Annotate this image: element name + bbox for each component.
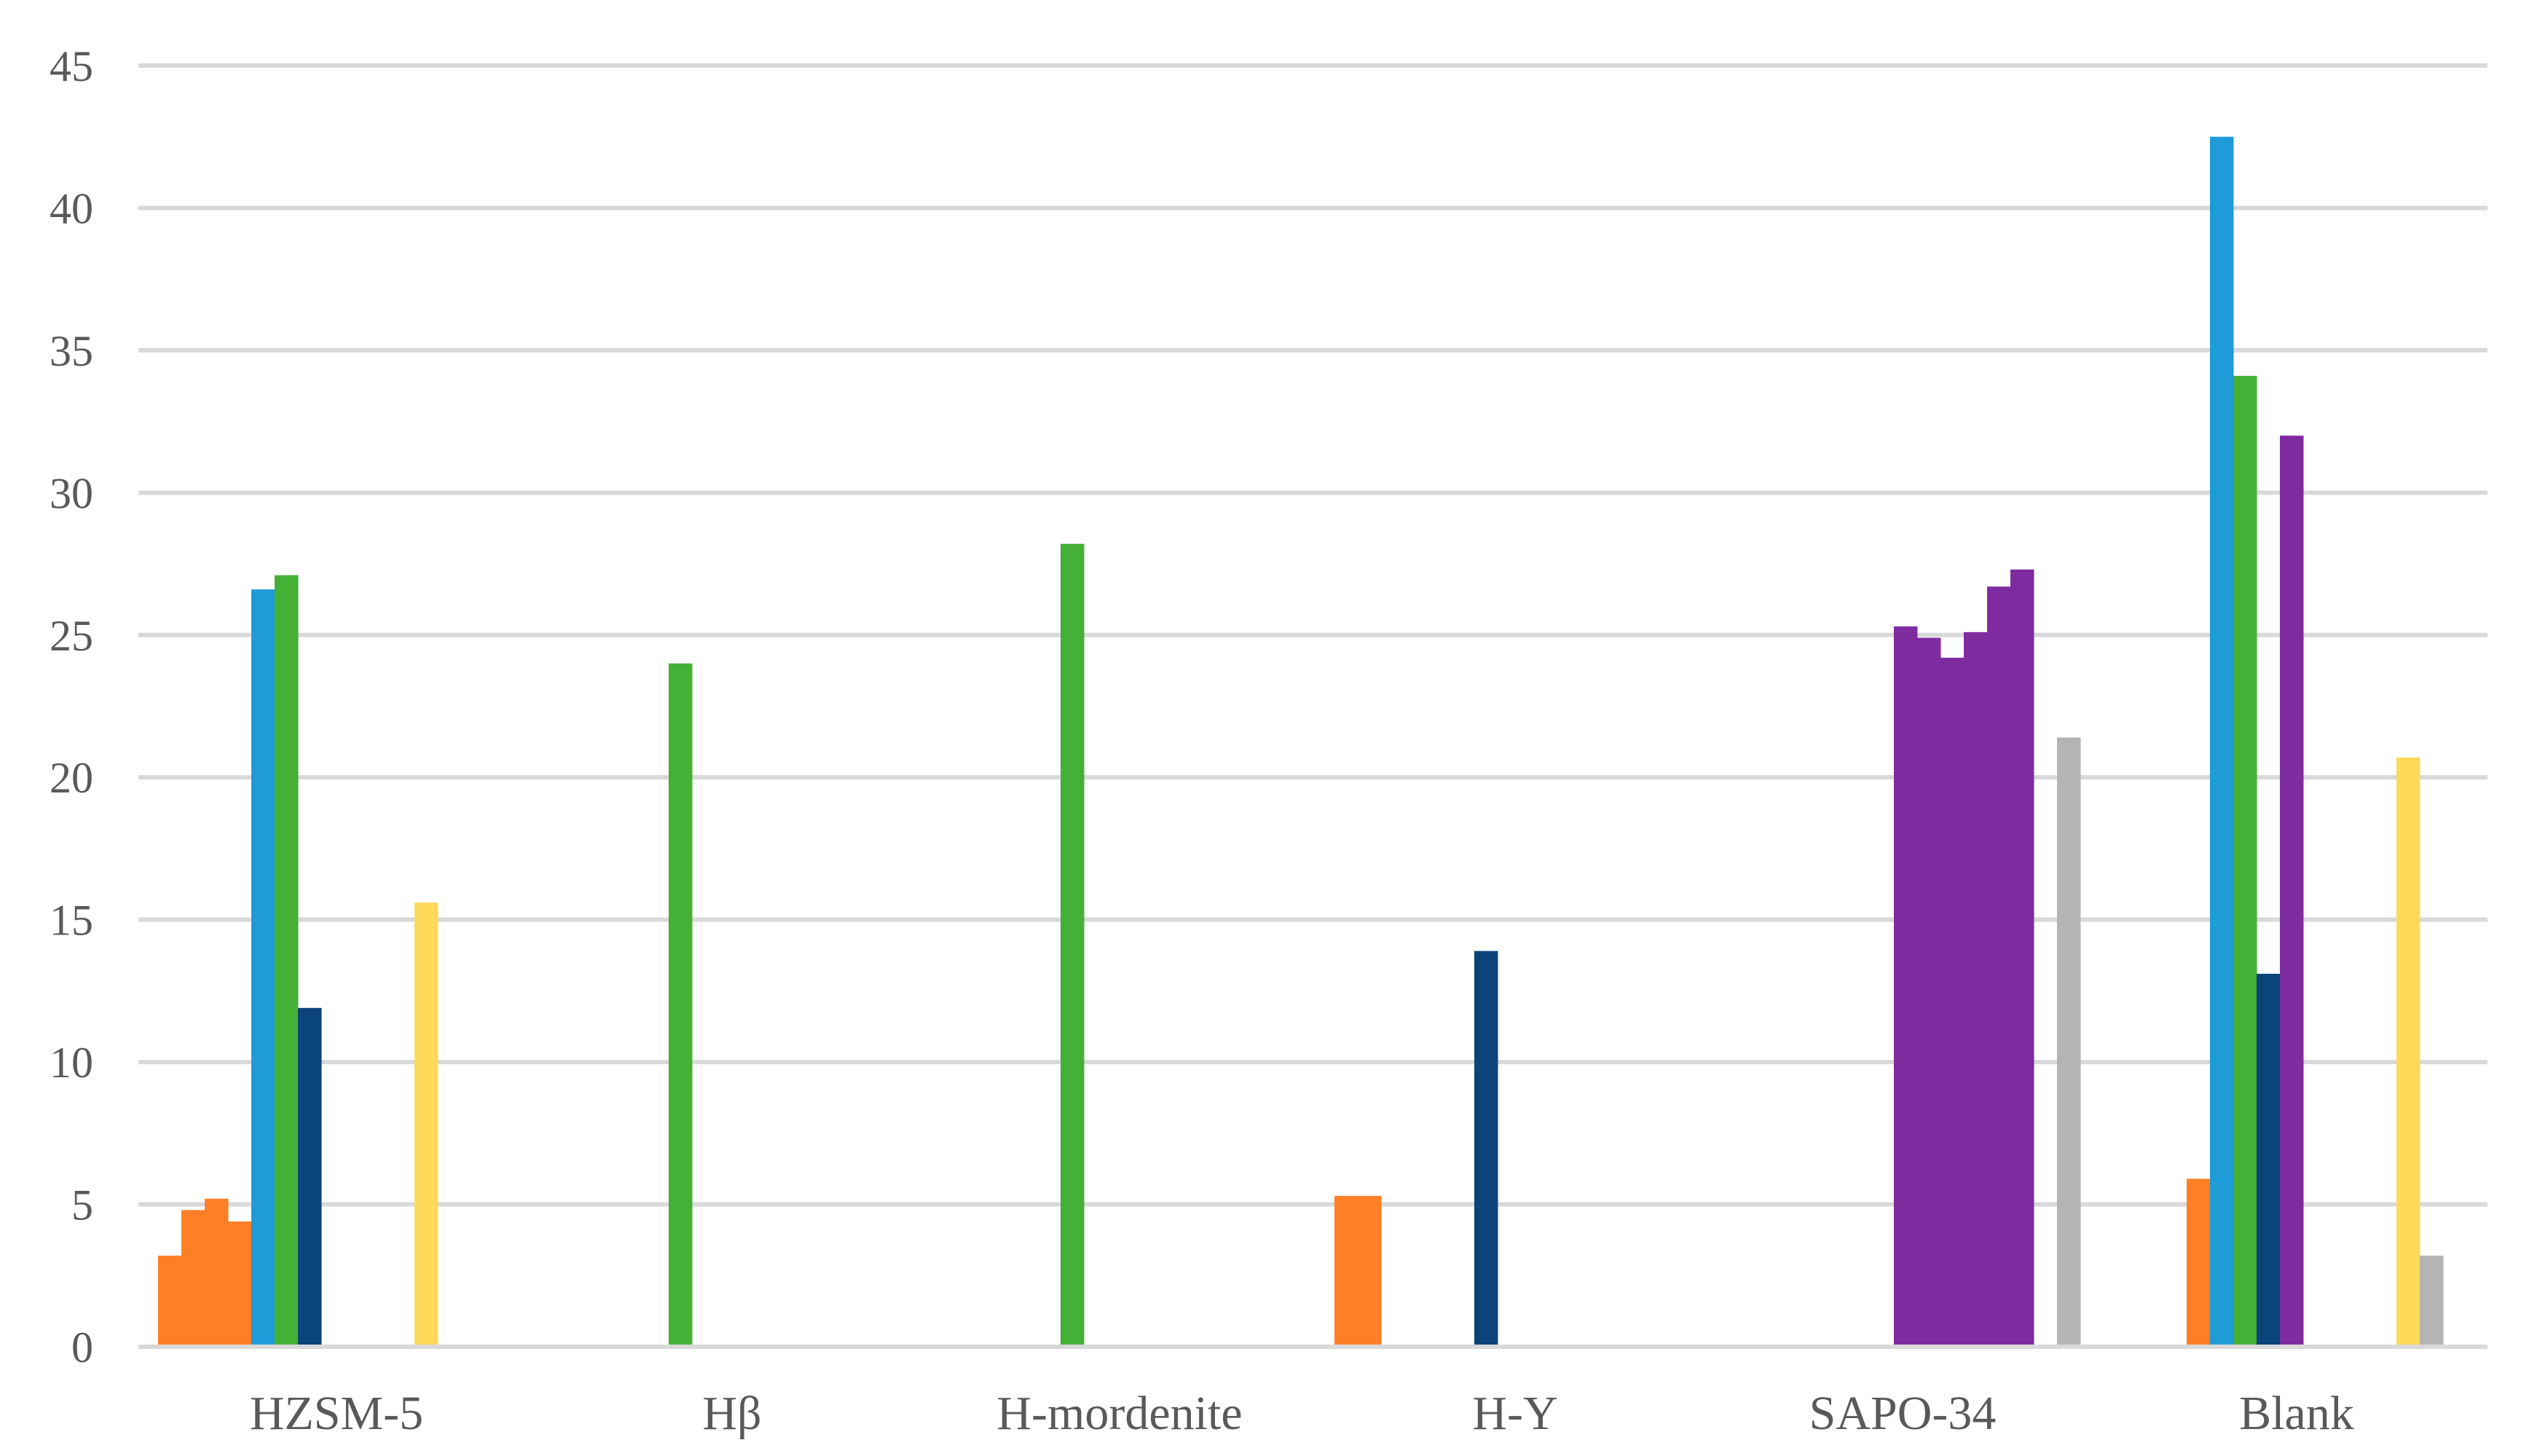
bar	[2187, 1178, 2211, 1347]
bar	[275, 575, 299, 1347]
bar	[1334, 1195, 1358, 1347]
bar	[1917, 637, 1941, 1347]
bar-series	[158, 136, 2444, 1347]
bar	[2210, 136, 2234, 1347]
bar	[1358, 1195, 1382, 1347]
bar	[2396, 757, 2420, 1347]
x-tick-label: HZSM-5	[250, 1387, 423, 1440]
x-tick-label: H-Y	[1472, 1387, 1557, 1440]
gridlines	[138, 63, 2487, 1207]
bar	[1987, 586, 2011, 1347]
y-tick-label: 0	[71, 1323, 93, 1372]
x-axis-category-labels: HZSM-5 Hβ H-mordenite H-Y SAPO-34 Blank	[250, 1387, 2354, 1440]
y-tick-label: 35	[50, 327, 93, 375]
bar	[158, 1255, 182, 1347]
bar	[2420, 1255, 2444, 1347]
y-tick-label: 25	[50, 612, 93, 660]
x-tick-label: SAPO-34	[1809, 1387, 1997, 1440]
bar	[2280, 436, 2304, 1347]
bar	[1894, 626, 1918, 1347]
y-tick-label: 40	[50, 184, 93, 232]
bar	[2233, 376, 2257, 1347]
bar	[1474, 951, 1498, 1347]
bar	[414, 902, 438, 1347]
y-tick-label: 45	[50, 42, 93, 90]
y-tick-label: 20	[50, 754, 93, 802]
x-tick-label: Hβ	[702, 1387, 761, 1440]
bar	[205, 1198, 229, 1347]
bar	[669, 663, 693, 1347]
bar	[298, 1007, 322, 1347]
y-tick-label: 10	[50, 1039, 93, 1087]
bar	[1964, 631, 1988, 1347]
bar	[2257, 973, 2281, 1347]
x-tick-label: Blank	[2239, 1387, 2354, 1440]
y-tick-label: 15	[50, 897, 93, 945]
bar	[228, 1221, 252, 1347]
y-tick-label: 5	[71, 1181, 93, 1229]
bar	[1061, 543, 1085, 1347]
bar	[2057, 737, 2081, 1347]
bar	[1940, 658, 1965, 1347]
bar	[251, 589, 275, 1347]
bar	[181, 1210, 205, 1347]
x-tick-label: H-mordenite	[996, 1387, 1242, 1440]
bar	[2010, 569, 2034, 1347]
y-axis-tick-labels: 0 5 10 15 20 25 30 35 40 45	[50, 42, 93, 1372]
y-tick-label: 30	[50, 469, 93, 517]
